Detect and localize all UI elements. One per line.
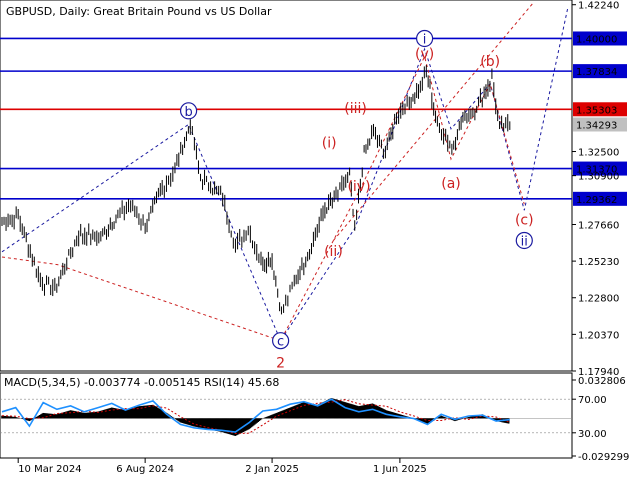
wave-label: (c) xyxy=(515,212,534,228)
wave-label: (v) xyxy=(415,47,434,63)
price-series xyxy=(1,65,511,315)
wave-label: i xyxy=(423,32,427,47)
price-tick-label: 1.17940 xyxy=(578,367,619,378)
indicator-tick-label: 70.00 xyxy=(578,395,607,406)
price-axis: 1.40000 1.37834 1.35303 1.31370 1.29362 1.342… xyxy=(572,1,627,378)
indicator-axis: 0.032806 70.00 30.00 -0.029299 xyxy=(572,376,629,463)
rsi-line xyxy=(1,398,510,433)
time-tick-label: 10 Mar 2024 xyxy=(18,464,81,475)
wave-label-circle xyxy=(179,102,198,120)
wave-label: (ii) xyxy=(324,244,343,260)
indicator-title: MACD(5,34,5) -0.003774 -0.005145 RSI(14)… xyxy=(4,376,279,389)
indicator-tick-label: -0.029299 xyxy=(578,452,629,463)
current-price-label: 1.34293 xyxy=(576,121,617,132)
wave-label: b xyxy=(184,105,192,120)
wave-line xyxy=(333,1,535,241)
price-tick-label: 1.20370 xyxy=(578,330,619,341)
price-tick-label: 1.27660 xyxy=(578,220,619,231)
price-tick-label: 1.25230 xyxy=(578,257,619,268)
wave-line xyxy=(1,55,525,342)
main-panel-frame xyxy=(0,0,573,372)
indicator-series xyxy=(0,398,572,436)
wave-label: (iii) xyxy=(344,101,367,117)
current-price-tag xyxy=(573,117,627,132)
wave-line xyxy=(1,8,569,342)
wave-label: 2 xyxy=(276,356,285,372)
level-tag-label: 1.37834 xyxy=(576,67,617,78)
level-tag-label: 1.40000 xyxy=(576,34,617,45)
wave-label: c xyxy=(277,335,284,350)
level-tag xyxy=(573,64,627,79)
wave-label: (b) xyxy=(480,54,500,70)
chart-title: GBPUSD, Daily: Great Britain Pound vs US… xyxy=(6,5,272,18)
wave-label-circle xyxy=(515,231,533,250)
time-tick-label: 2 Jan 2025 xyxy=(245,464,299,475)
wave-label-circle xyxy=(272,332,290,350)
level-tag-label: 1.35303 xyxy=(576,105,617,116)
wave-label: (i) xyxy=(322,135,337,151)
price-tick-label: 1.42240 xyxy=(578,1,619,12)
time-tick-label: 6 Aug 2024 xyxy=(116,464,174,475)
horizontal-levels xyxy=(0,37,572,200)
wave-labels: b c 2 (i) (ii) (iii) (iv) (v)i (a) (b) (c) ii xyxy=(179,29,534,372)
wave-label: (a) xyxy=(441,176,461,192)
time-tick-label: 1 Jun 2025 xyxy=(373,464,427,475)
price-tick-label: 1.30900 xyxy=(578,172,619,183)
price-tick-label: 1.22800 xyxy=(578,294,619,305)
indicator-tick-label: 30.00 xyxy=(578,429,607,440)
wave-label: ii xyxy=(521,234,528,249)
level-tag xyxy=(573,102,627,117)
level-tag xyxy=(573,191,627,206)
wave-label: (iv) xyxy=(347,179,370,195)
level-tag xyxy=(573,31,627,46)
time-axis: 10 Mar 2024 6 Aug 2024 2 Jan 2025 1 Jun 202… xyxy=(17,458,427,475)
level-tag-label: 1.29362 xyxy=(576,195,617,206)
indicator-tick-label: 0.032806 xyxy=(578,376,626,387)
level-tag-label: 1.31370 xyxy=(576,165,617,176)
price-tick-label: 1.32500 xyxy=(578,148,619,159)
wave-label-circle xyxy=(416,29,434,48)
wave-lines xyxy=(1,1,569,342)
level-tag xyxy=(573,161,627,176)
